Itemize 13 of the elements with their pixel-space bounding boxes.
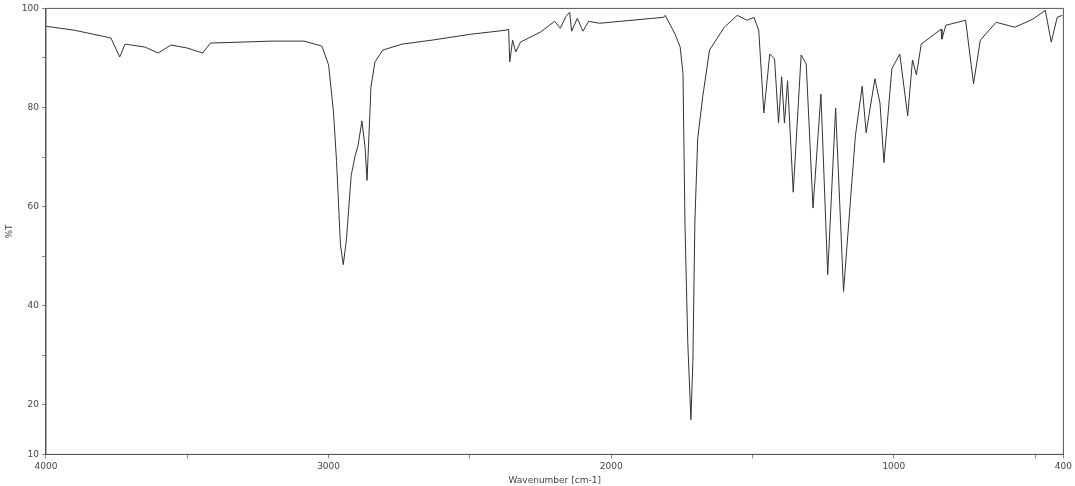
x-tick-label: 4000 bbox=[34, 461, 58, 472]
x-axis-title: Wavenumber [cm-1] bbox=[508, 474, 601, 485]
y-tick-label: 40 bbox=[27, 300, 40, 311]
x-tick-label: 400 bbox=[1054, 461, 1073, 472]
x-tick-label: 2000 bbox=[599, 461, 623, 472]
y-tick-label: 10 bbox=[27, 448, 40, 459]
x-tick-label: 1000 bbox=[882, 461, 906, 472]
y-axis-title: %T bbox=[3, 223, 14, 239]
y-tick-label: 80 bbox=[27, 101, 40, 112]
y-tick-label: 60 bbox=[27, 200, 40, 211]
y-tick-label: 20 bbox=[27, 399, 40, 410]
y-tick-label: 100 bbox=[21, 2, 40, 13]
x-tick-label: 3000 bbox=[317, 461, 341, 472]
